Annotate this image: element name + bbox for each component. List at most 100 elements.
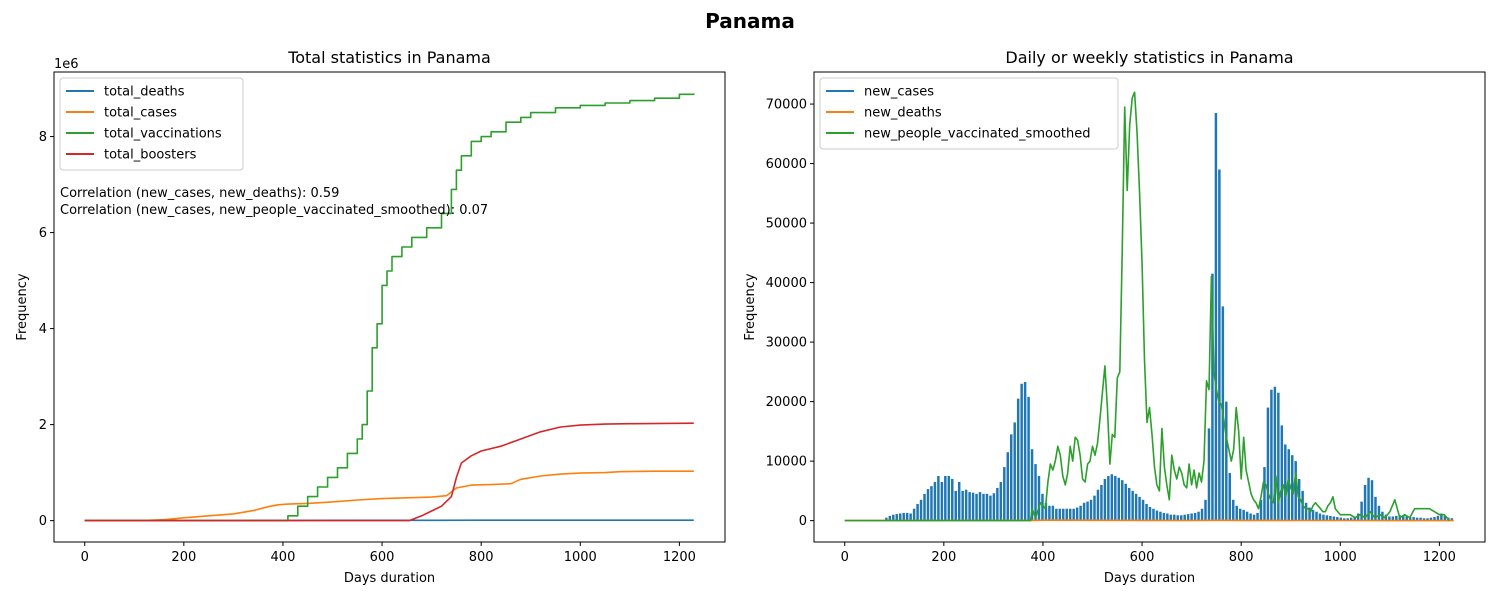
bar-new-cases <box>954 490 957 521</box>
bar-new-cases <box>1179 515 1183 521</box>
bar-new-cases <box>1121 480 1124 521</box>
bar-new-cases <box>1020 383 1023 521</box>
x-tick-label: 1000 <box>1324 550 1357 565</box>
bar-new-cases <box>1360 501 1363 521</box>
bar-new-cases <box>1353 516 1356 521</box>
bar-new-cases <box>912 508 916 521</box>
bar-new-cases <box>1030 449 1034 521</box>
bar-new-cases <box>1322 514 1325 521</box>
bar-new-cases <box>1145 503 1148 521</box>
bar-new-cases <box>1259 499 1263 521</box>
bar-new-cases <box>1440 513 1443 521</box>
left-chart-total-statistics: 0 200 400 600 800 1000 1200 0 2 4 6 8 Days duration F… <box>15 48 726 586</box>
correlation-annotation: Correlation (new_cases, new_people_vacci… <box>60 203 488 218</box>
bar-new-cases <box>964 489 968 521</box>
bar-new-cases <box>1103 478 1107 521</box>
bar-new-cases <box>947 476 951 521</box>
bar-new-cases <box>1443 515 1447 521</box>
legend-label-total-vaccinations: total_vaccinations <box>104 127 222 142</box>
bar-new-cases <box>1270 389 1273 521</box>
bar-new-cases <box>1086 501 1089 521</box>
bar-new-cases <box>1166 513 1169 521</box>
bar-new-cases <box>1100 484 1103 521</box>
bar-new-cases <box>1332 516 1336 521</box>
bar-new-cases <box>1075 507 1079 521</box>
bar-new-cases <box>1003 467 1006 521</box>
bar-new-cases <box>1044 502 1048 521</box>
x-tick-label: 1000 <box>564 550 597 565</box>
bar-new-cases <box>971 492 975 521</box>
bar-new-cases <box>1290 455 1294 521</box>
y-tick-label: 0 <box>799 514 807 529</box>
x-axis-label: Days duration <box>344 571 435 586</box>
bar-new-cases <box>905 512 909 521</box>
bar-new-cases <box>996 487 999 521</box>
bar-new-cases <box>1079 505 1082 521</box>
bar-new-cases <box>1155 510 1159 521</box>
suptitle: Panama <box>705 9 795 33</box>
bar-new-cases <box>1218 169 1221 521</box>
bar-new-cases <box>933 481 937 521</box>
bar-new-cases <box>1041 493 1044 521</box>
bar-new-cases <box>989 495 992 521</box>
bar-new-cases <box>1034 464 1037 521</box>
bar-new-cases <box>1249 513 1252 521</box>
bar-new-cases <box>1422 518 1426 521</box>
bar-new-cases <box>1055 508 1058 521</box>
bar-new-cases <box>1256 512 1259 521</box>
bar-new-cases <box>1297 478 1301 521</box>
x-tick-label: 0 <box>81 550 89 565</box>
bar-new-cases <box>1048 505 1051 521</box>
line-total-cases <box>84 470 694 522</box>
y-tick-label: 40000 <box>766 276 807 291</box>
bar-new-cases <box>1183 514 1186 521</box>
bar-new-cases <box>975 493 978 521</box>
bar-new-cases <box>1193 512 1197 521</box>
chart-title: Daily or weekly statistics in Panama <box>1005 48 1293 67</box>
bar-new-cases <box>1304 502 1308 521</box>
bar-new-cases <box>1093 495 1096 521</box>
bar-new-cases <box>992 493 996 521</box>
bar-new-cases <box>1009 434 1013 521</box>
bar-new-cases <box>1148 506 1152 521</box>
legend-label-total-deaths: total_deaths <box>104 85 185 100</box>
bar-new-cases <box>1395 515 1398 521</box>
bar-new-cases <box>1363 484 1367 521</box>
bar-new-cases <box>1343 518 1346 521</box>
bar-new-cases <box>1315 511 1318 521</box>
bar-new-cases <box>1405 516 1408 521</box>
bar-new-cases <box>1006 452 1010 521</box>
bar-new-cases <box>1138 496 1141 521</box>
x-tick-label: 600 <box>370 550 395 565</box>
bar-new-cases <box>1190 513 1193 521</box>
bar-new-cases <box>1211 273 1214 521</box>
bar-new-cases <box>1391 516 1395 521</box>
bar-new-cases <box>926 489 930 521</box>
bar-new-cases <box>978 492 982 521</box>
x-tick-label: 400 <box>271 550 296 565</box>
bar-new-cases <box>1426 518 1429 521</box>
bar-new-cases <box>902 512 905 521</box>
bar-new-cases <box>1252 514 1256 521</box>
bar-new-cases <box>1294 461 1297 521</box>
bar-new-cases <box>999 481 1003 521</box>
bar-new-cases <box>944 476 947 521</box>
bar-new-cases <box>1152 508 1155 521</box>
y-tick-label: 20000 <box>766 395 807 410</box>
y-tick-label: 60000 <box>766 157 807 172</box>
legend-label-new-cases: new_cases <box>864 85 934 100</box>
bar-new-cases <box>985 493 989 521</box>
bar-new-cases <box>1117 477 1121 521</box>
chart-title: Total statistics in Panama <box>287 48 491 67</box>
y-tick-label: 10000 <box>766 455 807 470</box>
bar-new-cases <box>1051 505 1055 521</box>
bar-new-cases <box>930 486 933 521</box>
bar-new-cases <box>982 493 985 521</box>
bar-new-cases <box>1232 499 1235 521</box>
bar-new-cases <box>885 517 888 521</box>
bar-new-cases <box>916 503 919 521</box>
bar-new-cases <box>892 514 895 521</box>
bar-new-cases <box>1419 517 1422 521</box>
bar-new-cases <box>1339 517 1343 521</box>
bar-new-cases <box>1186 514 1190 521</box>
